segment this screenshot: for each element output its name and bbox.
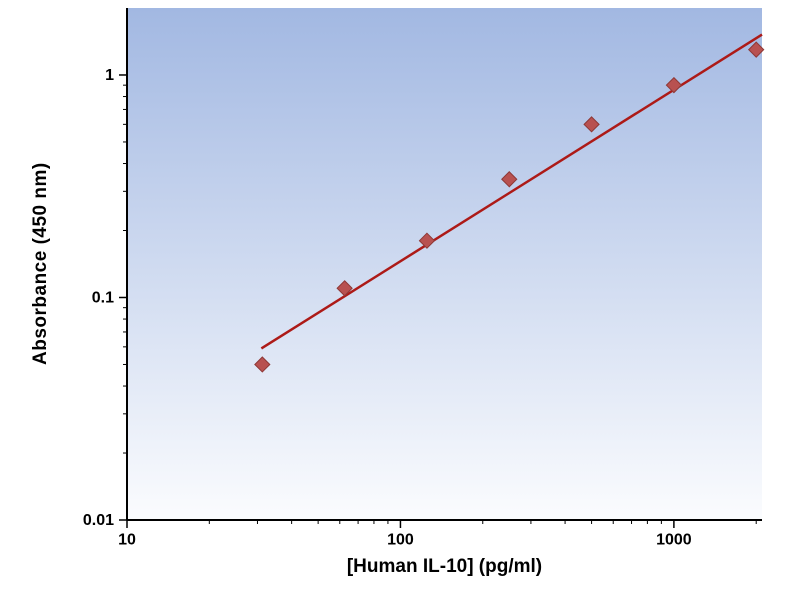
data-point-marker <box>501 171 518 188</box>
data-point-marker <box>665 76 683 94</box>
plot-area <box>127 8 762 520</box>
data-point-marker <box>254 356 271 373</box>
y-tick-label: 0.1 <box>92 290 114 307</box>
x-tick-label: 100 <box>387 531 414 548</box>
data-point-marker <box>583 116 600 133</box>
x-axis-title: [Human IL-10] (pg/ml) <box>346 556 543 577</box>
data-point-marker <box>418 232 436 249</box>
data-point-marker <box>747 41 765 58</box>
y-tick-label: 0.01 <box>83 512 114 529</box>
x-tick-label: 1000 <box>656 531 692 548</box>
x-tick-label: 10 <box>118 531 136 548</box>
data-point-marker <box>336 280 353 297</box>
y-tick-label: 1 <box>105 67 114 84</box>
